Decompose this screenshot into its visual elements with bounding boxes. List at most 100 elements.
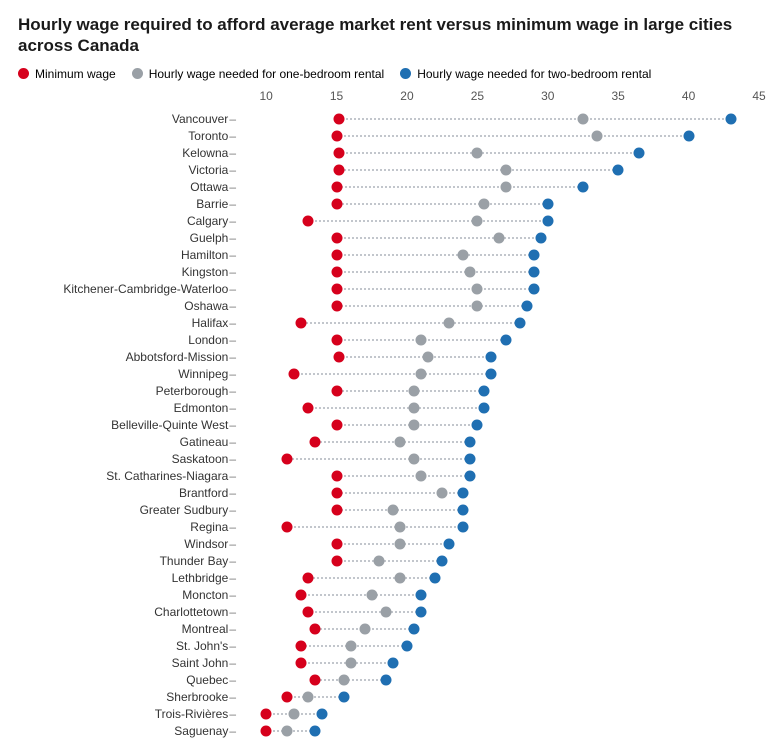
dot-one-bedroom	[458, 250, 469, 261]
connector-line	[339, 152, 639, 154]
dot-min	[331, 301, 342, 312]
list-item: Montreal	[18, 621, 759, 638]
list-item: Gatineau	[18, 434, 759, 451]
row-track	[238, 672, 759, 689]
dot-one-bedroom	[373, 556, 384, 567]
list-item: Victoria	[18, 162, 759, 179]
dot-one-bedroom	[409, 403, 420, 414]
city-label: Moncton	[18, 588, 238, 602]
legend-item-one: Hourly wage needed for one-bedroom renta…	[132, 67, 384, 81]
row-track	[238, 570, 759, 587]
list-item: Winnipeg	[18, 366, 759, 383]
legend-dot-icon	[400, 68, 411, 79]
dot-one-bedroom	[416, 369, 427, 380]
dot-min	[331, 131, 342, 142]
city-label: Belleville-Quinte West	[18, 418, 238, 432]
row-track	[238, 485, 759, 502]
city-label: Saskatoon	[18, 452, 238, 466]
city-label: Ottawa	[18, 180, 238, 194]
dot-min	[310, 675, 321, 686]
row-track	[238, 366, 759, 383]
list-item: Trois-Rivières	[18, 706, 759, 723]
city-label: Vancouver	[18, 112, 238, 126]
dot-one-bedroom	[416, 471, 427, 482]
dot-two-bedroom	[444, 539, 455, 550]
list-item: Oshawa	[18, 298, 759, 315]
dot-two-bedroom	[613, 165, 624, 176]
dot-one-bedroom	[338, 675, 349, 686]
row-track	[238, 587, 759, 604]
dot-min	[296, 641, 307, 652]
list-item: Edmonton	[18, 400, 759, 417]
city-label: Montreal	[18, 622, 238, 636]
dot-one-bedroom	[472, 301, 483, 312]
row-track	[238, 179, 759, 196]
list-item: London	[18, 332, 759, 349]
dot-one-bedroom	[500, 165, 511, 176]
dot-min	[331, 471, 342, 482]
connector-line	[287, 458, 470, 460]
list-item: Charlottetown	[18, 604, 759, 621]
dot-one-bedroom	[380, 607, 391, 618]
row-track	[238, 145, 759, 162]
list-item: Abbotsford-Mission	[18, 349, 759, 366]
dot-one-bedroom	[493, 233, 504, 244]
dot-two-bedroom	[310, 726, 321, 737]
list-item: St. Catharines-Niagara	[18, 468, 759, 485]
connector-line	[337, 271, 534, 273]
list-item: Brantford	[18, 485, 759, 502]
row-track	[238, 332, 759, 349]
chart-rows: VancouverTorontoKelownaVictoriaOttawaBar…	[18, 111, 759, 740]
dot-two-bedroom	[472, 420, 483, 431]
connector-line	[339, 169, 618, 171]
row-track	[238, 553, 759, 570]
city-label: Brantford	[18, 486, 238, 500]
dot-two-bedroom	[486, 369, 497, 380]
connector-line	[337, 475, 471, 477]
dot-min	[289, 369, 300, 380]
city-label: St. John's	[18, 639, 238, 653]
connector-line	[337, 509, 464, 511]
dot-one-bedroom	[472, 216, 483, 227]
dot-two-bedroom	[542, 216, 553, 227]
row-track	[238, 111, 759, 128]
connector-line	[337, 560, 443, 562]
city-label: Kingston	[18, 265, 238, 279]
legend-label: Hourly wage needed for one-bedroom renta…	[149, 67, 384, 81]
list-item: Belleville-Quinte West	[18, 417, 759, 434]
legend-item-min: Minimum wage	[18, 67, 116, 81]
dot-one-bedroom	[423, 352, 434, 363]
dot-min	[310, 624, 321, 635]
dot-one-bedroom	[500, 182, 511, 193]
row-track	[238, 621, 759, 638]
x-tick: 40	[682, 89, 695, 103]
list-item: Hamilton	[18, 247, 759, 264]
legend-label: Minimum wage	[35, 67, 116, 81]
dot-min	[331, 539, 342, 550]
row-track	[238, 349, 759, 366]
dot-two-bedroom	[465, 471, 476, 482]
list-item: Barrie	[18, 196, 759, 213]
city-label: Victoria	[18, 163, 238, 177]
list-item: Saskatoon	[18, 451, 759, 468]
dot-min	[331, 335, 342, 346]
row-track	[238, 128, 759, 145]
dot-min	[261, 709, 272, 720]
dot-one-bedroom	[394, 539, 405, 550]
dot-two-bedroom	[514, 318, 525, 329]
list-item: Saguenay	[18, 723, 759, 740]
dot-min	[296, 590, 307, 601]
dot-min	[331, 556, 342, 567]
row-track	[238, 689, 759, 706]
dot-min	[331, 199, 342, 210]
dot-two-bedroom	[430, 573, 441, 584]
x-tick: 35	[612, 89, 625, 103]
city-label: Quebec	[18, 673, 238, 687]
row-track	[238, 196, 759, 213]
dot-min	[282, 522, 293, 533]
row-track	[238, 434, 759, 451]
connector-line	[301, 322, 519, 324]
x-tick: 25	[471, 89, 484, 103]
connector-line	[315, 441, 470, 443]
dot-two-bedroom	[437, 556, 448, 567]
